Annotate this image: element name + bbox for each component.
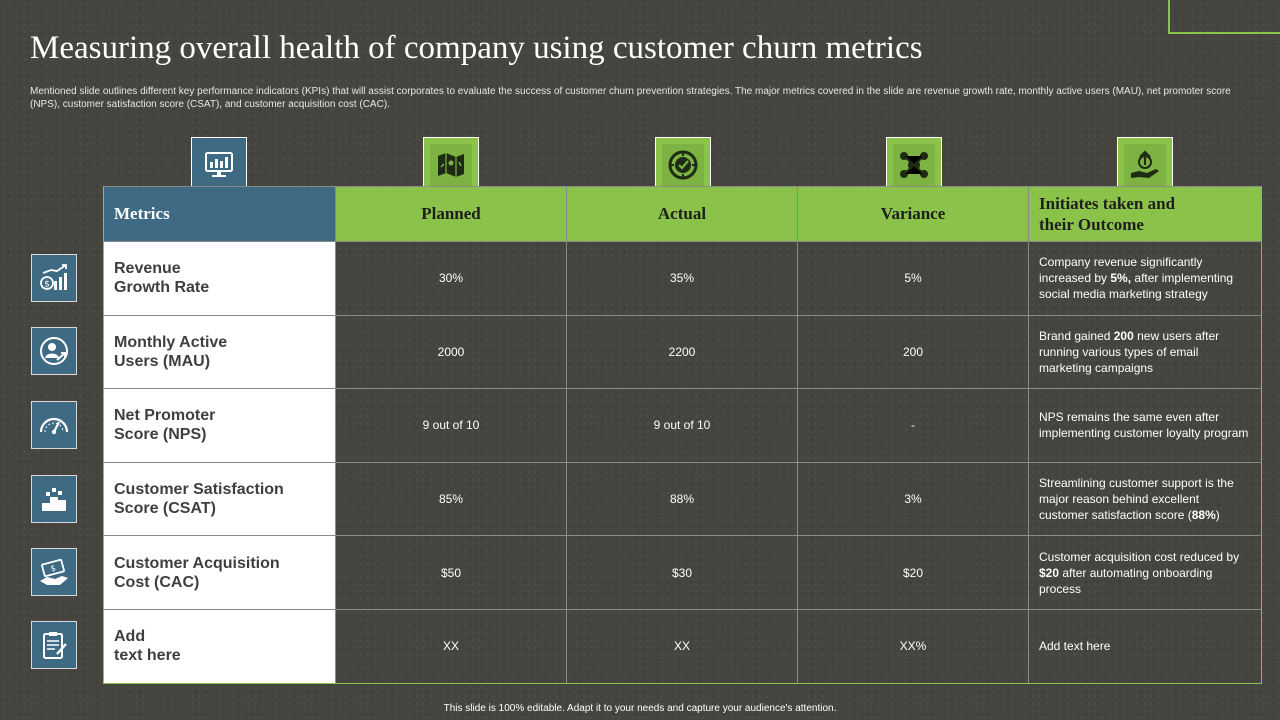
slide-title: Measuring overall health of company usin… xyxy=(30,30,923,66)
outcome-text-pre: Customer acquisition cost reduced by xyxy=(1039,549,1240,564)
outcome-text-pre: Streamlining customer support is the maj… xyxy=(1039,476,1234,523)
table-row: Add text here XX XX XX% Add text here xyxy=(103,608,1262,684)
metric-name-line1: Revenue xyxy=(114,260,181,278)
metric-name-line2: Score (NPS) xyxy=(114,426,207,444)
monitor-chart-icon xyxy=(191,137,247,193)
outcome-text-pre: Brand gained xyxy=(1039,328,1114,343)
table-row: Customer Satisfaction Score (CSAT) 85% 8… xyxy=(103,461,1262,537)
table-header-row: Metrics Planned Actual Variance Initiate… xyxy=(103,186,1262,242)
outcome-text-post: after automating onboarding process xyxy=(1039,565,1213,596)
metric-name-line2: Users (MAU) xyxy=(114,352,211,370)
variance-value: 200 xyxy=(797,314,1029,390)
metric-name-line1: Customer Acquisition xyxy=(114,554,280,572)
outcome-text-post: new users after running various types of… xyxy=(1039,328,1220,375)
outcome-text: Streamlining customer support is the maj… xyxy=(1028,461,1262,537)
outcome-text-post: after implementing social media marketin… xyxy=(1039,271,1234,302)
map-icon xyxy=(423,137,479,193)
outcome-header-line2: their Outcome xyxy=(1039,215,1144,234)
outcome-text-bold: $20 xyxy=(1039,565,1060,580)
molecule-network-icon xyxy=(886,137,942,193)
outcome-text: Company revenue significantly increased … xyxy=(1028,241,1262,316)
actual-header: Actual xyxy=(566,186,798,242)
actual-value: 35% xyxy=(566,241,798,316)
planned-value: 30% xyxy=(335,241,567,316)
actual-value: 88% xyxy=(566,461,798,537)
svg-text:$: $ xyxy=(50,563,57,573)
outcome-text-pre: Add text here xyxy=(1039,639,1111,654)
metric-name-line1: Monthly Active xyxy=(114,333,228,351)
metric-name-line1: Customer Satisfaction xyxy=(114,481,284,499)
outcome-text-bold: 5%, xyxy=(1110,271,1132,286)
planned-value: XX xyxy=(335,608,567,684)
metric-name-line1: Net Promoter xyxy=(114,407,216,425)
metric-name-line2: Growth Rate xyxy=(114,279,210,297)
outcome-text: Customer acquisition cost reduced by $20… xyxy=(1028,535,1262,610)
outcome-text: Add text here xyxy=(1028,608,1262,684)
actual-value: 9 out of 10 xyxy=(566,388,798,463)
table-row: Net Promoter Score (NPS) 9 out of 10 9 o… xyxy=(103,388,1262,463)
outcome-text-bold: 88% xyxy=(1191,508,1216,523)
metric-name: Monthly Active Users (MAU) xyxy=(103,314,336,390)
podium-icon xyxy=(31,475,77,523)
planned-value: $50 xyxy=(335,535,567,610)
actual-value: $30 xyxy=(566,535,798,610)
table-row: Revenue Growth Rate 30% 35% 5% Company r… xyxy=(103,241,1262,316)
outcome-text-bold: 200 xyxy=(1113,328,1134,343)
metric-name: Net Promoter Score (NPS) xyxy=(103,388,336,463)
slide-footer: This slide is 100% editable. Adapt it to… xyxy=(443,703,837,714)
variance-value: 3% xyxy=(797,461,1029,537)
revenue-chart-icon: $ xyxy=(31,254,77,302)
target-check-icon xyxy=(655,137,711,193)
actual-value: 2200 xyxy=(566,314,798,390)
variance-header: Variance xyxy=(797,186,1029,242)
gauge-icon xyxy=(31,401,77,449)
metric-name: Add text here xyxy=(103,608,336,684)
variance-value: 5% xyxy=(797,241,1029,316)
planned-header: Planned xyxy=(335,186,567,242)
variance-value: XX% xyxy=(797,608,1029,684)
outcome-text-post: ) xyxy=(1215,508,1220,523)
metric-name-line2: text here xyxy=(114,647,181,665)
slide-subtitle: Mentioned slide outlines different key p… xyxy=(30,86,1231,110)
outcome-text: NPS remains the same even after implemen… xyxy=(1028,388,1262,463)
money-hand-icon: $ xyxy=(31,548,77,596)
planned-value: 9 out of 10 xyxy=(335,388,567,463)
actual-value: XX xyxy=(566,608,798,684)
planned-value: 2000 xyxy=(335,314,567,390)
svg-text:$: $ xyxy=(44,280,50,290)
metrics-header: Metrics xyxy=(103,186,336,242)
variance-value: $20 xyxy=(797,535,1029,610)
table-row: Customer Acquisition Cost (CAC) $50 $30 … xyxy=(103,535,1262,610)
metric-name-line2: Score (CSAT) xyxy=(114,500,216,518)
metric-name-line1: Add xyxy=(114,628,146,646)
planned-value: 85% xyxy=(335,461,567,537)
corner-decoration xyxy=(1168,0,1280,34)
table-row: Monthly Active Users (MAU) 2000 2200 200… xyxy=(103,314,1262,390)
metric-name: Revenue Growth Rate xyxy=(103,241,336,316)
outcome-text-pre: Company revenue significantly increased … xyxy=(1039,255,1203,286)
metric-name-line2: Cost (CAC) xyxy=(114,573,200,591)
outcome-header-line1: Initiates taken and xyxy=(1039,194,1176,213)
clipboard-icon xyxy=(31,621,77,669)
metric-name: Customer Satisfaction Score (CSAT) xyxy=(103,461,336,537)
user-growth-icon xyxy=(31,327,77,375)
metric-name: Customer Acquisition Cost (CAC) xyxy=(103,535,336,610)
outcome-header: Initiates taken and their Outcome xyxy=(1028,186,1262,242)
outcome-text: Brand gained 200 new users after running… xyxy=(1028,314,1262,390)
variance-value: - xyxy=(797,388,1029,463)
outcome-text-pre: NPS remains the same even after implemen… xyxy=(1039,410,1249,441)
metrics-table: Metrics Planned Actual Variance Initiate… xyxy=(103,186,1262,684)
hand-growth-icon xyxy=(1117,137,1173,193)
